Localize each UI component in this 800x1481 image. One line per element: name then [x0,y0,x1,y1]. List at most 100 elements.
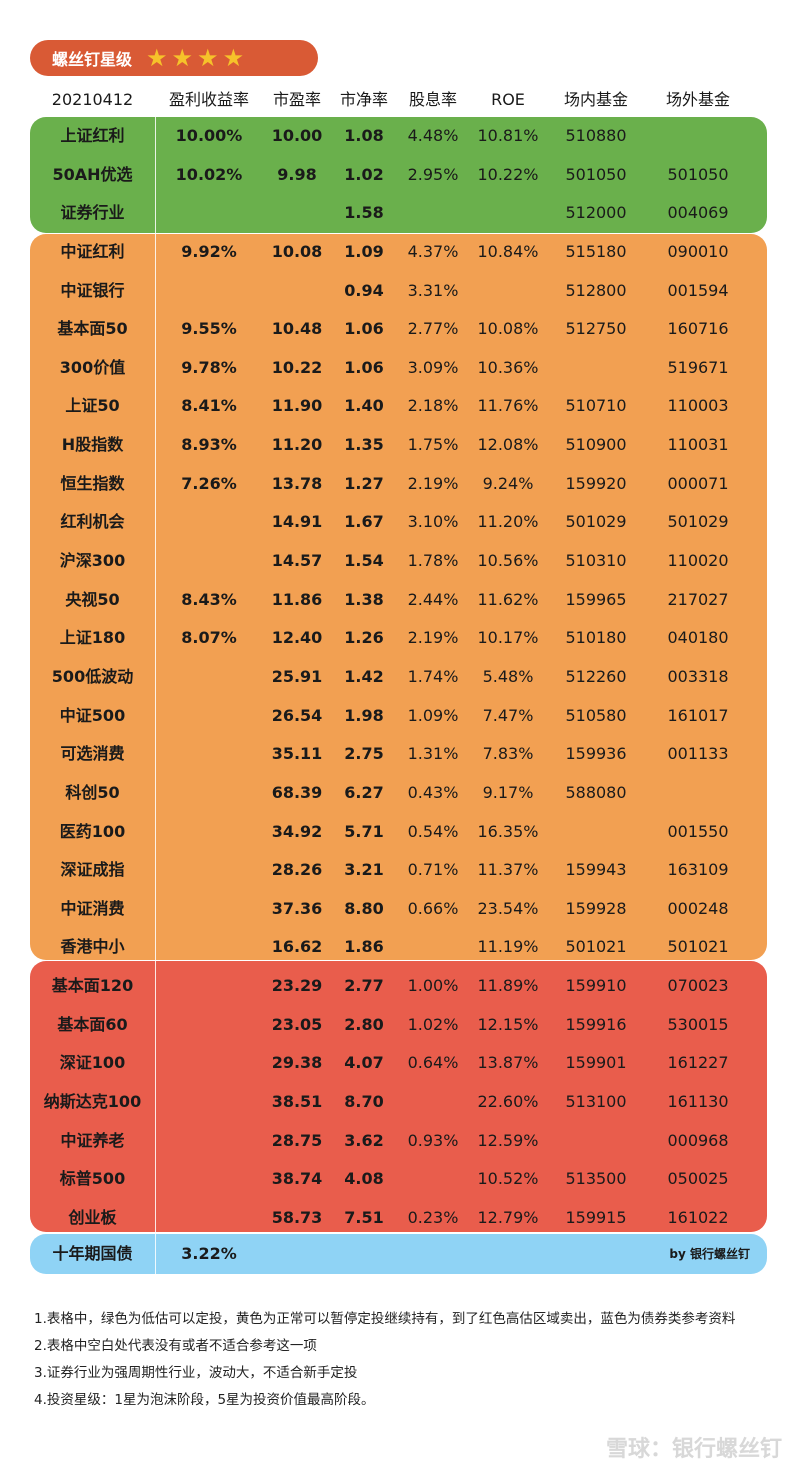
note-item: 4.投资星级：1星为泡沫阶段，5星为投资价值最高阶段。 [34,1392,375,1408]
cell-offexchange-fund: 110020 [667,551,729,571]
cell-dividend-yield: 0.43% [407,782,459,802]
cell-dividend-yield [397,194,469,233]
cell-offexchange-fund: 501021 [667,937,729,957]
cell-earnings-yield [155,813,263,852]
cell-pe: 12.40 [271,628,323,648]
cell-index-name: 标普500 [59,1169,126,1189]
cell-index-name: 50AH优选 [52,164,133,184]
cell-earnings-yield [155,542,263,581]
cell-roe: 13.87% [477,1053,539,1073]
cell-pb: 3.21 [344,860,384,880]
cell-roe: 22.60% [477,1092,539,1112]
cell-onexchange-fund: 159965 [565,589,627,609]
cell-earnings-yield: 10.00% [175,126,243,145]
cell-pe: 13.78 [271,473,323,493]
cell-offexchange-fund: 000071 [667,473,729,493]
cell-roe: 10.56% [477,551,539,571]
header-offexchange-fund: 场外基金 [665,90,730,109]
cell-offexchange-fund: 217027 [667,589,729,609]
cell-onexchange-fund: 510900 [565,435,627,455]
cell-pb: 4.07 [344,1053,384,1073]
cell-dividend-yield: 0.54% [407,821,459,841]
cell-earnings-yield: 8.41% [181,396,237,416]
cell-pb: 2.80 [344,1014,384,1034]
bond-row: 十年期国债 3.22% [0,1234,800,1274]
cell-dividend-yield: 2.18% [407,396,459,416]
cell-dividend-yield: 2.44% [407,589,459,609]
valuation-table: 上证红利 10.00% 10.00 1.08 4.48% 10.81% 510880 50AH… [0,117,800,1238]
cell-roe: 10.22% [477,164,539,184]
note-item: 1.表格中，绿色为低估可以定投，黄色为正常可以暂停定投继续持有，到了红色高估区域… [34,1311,736,1327]
cell-dividend-yield: 0.93% [407,1130,459,1150]
cell-dividend-yield: 2.19% [407,473,459,493]
cell-pb: 1.06 [344,357,384,377]
cell-pe: 25.91 [271,666,323,686]
table-row: 上证红利 10.00% 10.00 1.08 4.48% 10.81% 510880 [0,117,800,156]
cell-offexchange-fund: 001133 [667,744,729,764]
cell-pb: 3.62 [344,1130,384,1150]
cell-index-name: 300价值 [59,357,126,377]
cell-pb: 1.27 [344,473,384,493]
cell-earnings-yield: 7.26% [181,473,237,493]
cell-pe: 10.48 [271,319,323,339]
cell-dividend-yield: 0.23% [407,1207,459,1227]
table-row: 基本面60 23.05 2.80 1.02% 12.15% 159916 530015 [0,1006,800,1045]
cell-pb: 8.80 [344,898,384,918]
table-row: 基本面120 23.29 2.77 1.00% 11.89% 159910 070023 [0,967,800,1006]
cell-earnings-yield [155,272,263,311]
cell-roe: 12.15% [477,1014,539,1034]
cell-offexchange-fund: 000968 [667,1130,729,1150]
cell-roe: 9.17% [482,782,534,802]
cell-earnings-yield: 8.43% [181,589,237,609]
cell-pb: 4.08 [344,1169,384,1189]
cell-offexchange-fund [645,774,751,813]
table-row: 央视50 8.43% 11.86 1.38 2.44% 11.62% 159965 21702… [0,581,800,620]
table-row: 中证养老 28.75 3.62 0.93% 12.59% 000968 [0,1122,800,1161]
cell-index-name: 中证养老 [60,1130,125,1150]
cell-dividend-yield: 1.75% [407,435,459,455]
cell-roe: 11.20% [477,512,539,532]
cell-earnings-yield [155,1199,263,1238]
cell-dividend-yield: 1.09% [407,705,459,725]
cell-offexchange-fund: 161227 [667,1053,729,1073]
cell-earnings-yield: 9.92% [181,241,237,261]
undervalued-band [30,117,767,233]
cell-offexchange-fund: 501050 [667,164,729,184]
cell-onexchange-fund: 501029 [565,512,627,532]
cell-pe [263,194,331,233]
cell-offexchange-fund: 501029 [667,512,729,532]
star-rating-badge: 螺丝钉星级 ★ ★ ★ ★ [30,40,318,76]
cell-index-name: 基本面60 [57,1014,128,1034]
cell-index-name: 中证银行 [60,280,125,300]
cell-roe: 10.52% [477,1169,539,1189]
table-row: 标普500 38.74 4.08 10.52% 513500 050025 [0,1160,800,1199]
cell-offexchange-fund: 070023 [667,976,729,996]
cell-pe: 37.36 [271,898,323,918]
cell-pe: 10.22 [271,357,323,377]
cell-earnings-yield [155,1122,263,1161]
cell-roe: 11.62% [477,589,539,609]
cell-index-name: 中证500 [59,705,126,725]
cell-pe [263,272,331,311]
cell-onexchange-fund: 588080 [565,782,627,802]
cell-roe: 11.89% [477,976,539,996]
header-roe: ROE [491,90,525,109]
cell-dividend-yield: 2.19% [407,628,459,648]
header-earnings-yield: 盈利收益率 [168,90,249,109]
cell-dividend-yield: 1.02% [407,1014,459,1034]
cell-roe: 16.35% [477,821,539,841]
cell-pb: 1.67 [344,512,384,532]
cell-index-name: 中证红利 [60,241,125,261]
table-row: H股指数 8.93% 11.20 1.35 1.75% 12.08% 510900 11003… [0,426,800,465]
cell-roe: 10.08% [477,319,539,339]
table-row: 红利机会 14.91 1.67 3.10% 11.20% 501029 501029 [0,503,800,542]
cell-index-name: 沪深300 [59,551,126,571]
cell-pb: 1.02 [344,164,384,184]
cell-onexchange-fund: 510880 [565,126,627,145]
cell-onexchange-fund: 510180 [565,628,627,648]
cell-pe: 34.92 [271,821,323,841]
cell-onexchange-fund: 501021 [565,937,627,957]
cell-dividend-yield: 0.64% [407,1053,459,1073]
star-icon: ★ [146,44,168,72]
cell-roe: 11.76% [477,396,539,416]
